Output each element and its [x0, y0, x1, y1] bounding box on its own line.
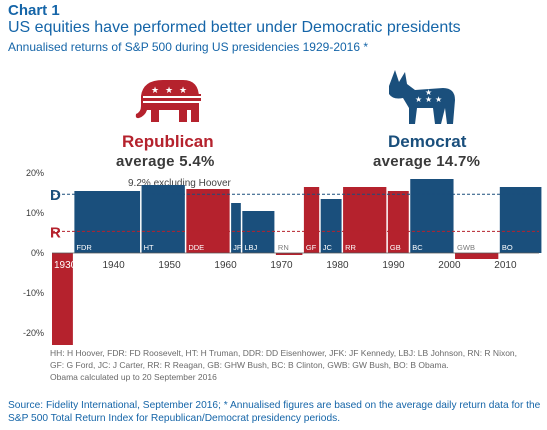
chart-subtitle: Annualised returns of S&P 500 during US …	[8, 40, 369, 54]
bar-label-jfk: JFK	[233, 243, 246, 252]
svg-text:★: ★	[151, 86, 159, 96]
source-note: Source: Fidelity International, Septembe…	[8, 400, 541, 424]
chart-title: US equities have performed better under …	[8, 19, 461, 36]
y-tick-label: 10%	[26, 208, 44, 218]
y-tick-label: -10%	[23, 288, 44, 298]
bar-ht	[141, 185, 185, 253]
x-tick-label-start: 1930	[54, 260, 77, 271]
svg-text:★: ★	[165, 86, 173, 96]
svg-text:★: ★	[435, 95, 442, 104]
bar-dde	[186, 189, 230, 253]
bar-gwb	[455, 253, 499, 259]
x-tick-label: 2000	[438, 260, 461, 271]
bar-label-rr: RR	[345, 243, 356, 252]
republican-name: Republican	[122, 132, 214, 151]
y-tick-label: 0%	[31, 248, 44, 258]
bar-bc	[410, 179, 454, 253]
x-tick-label: 1950	[158, 260, 181, 271]
republican-average: average 5.4%	[116, 153, 215, 170]
x-tick-label: 1980	[326, 260, 349, 271]
chart-label: Chart 1	[8, 2, 60, 19]
bar-hh	[52, 253, 73, 345]
svg-text:★: ★	[425, 95, 432, 104]
svg-text:★: ★	[179, 86, 187, 96]
bar-label-lbj: LBJ	[244, 243, 257, 252]
bar-gb	[387, 191, 409, 253]
bar-label-bo: BO	[502, 243, 513, 252]
democrat-average: average 14.7%	[373, 153, 481, 170]
legend-note: Obama calculated up to 20 September 2016	[50, 372, 217, 382]
bar-bo	[499, 187, 542, 253]
bar-lbj	[242, 211, 275, 253]
x-tick-label: 1970	[270, 260, 293, 271]
bar-rn	[275, 253, 303, 255]
bar-jc	[320, 199, 342, 253]
bar-gf	[303, 187, 320, 253]
bar-jfk	[231, 203, 241, 253]
bar-rr	[343, 187, 387, 253]
bar-fdr	[74, 191, 141, 253]
bar-label-rn: RN	[278, 243, 289, 252]
y-tick-label: 20%	[26, 168, 44, 178]
x-tick-label: 1960	[214, 260, 237, 271]
bar-label-jc: JC	[323, 243, 333, 252]
donkey-icon: ★ ★ ★ ★	[389, 70, 455, 124]
bar-label-gf: GF	[306, 243, 317, 252]
reference-label-d: D	[50, 187, 61, 204]
bar-label-gwb: GWB	[457, 243, 475, 252]
x-tick-label: 1990	[382, 260, 405, 271]
x-tick-label: 2010	[494, 260, 517, 271]
bar-label-fdr: FDR	[76, 243, 92, 252]
legend-abbreviations: HH: H Hoover, FDR: FD Roosevelt, HT: H T…	[50, 348, 518, 370]
x-tick-label: 1940	[102, 260, 125, 271]
returns-chart: HHFDRHTDDEJFKLBJRNGFJCRRGBBCGWBBODR20%10…	[23, 168, 542, 345]
bar-label-bc: BC	[412, 243, 423, 252]
republican-note: 9.2% excluding Hoover	[128, 178, 231, 189]
svg-text:★: ★	[415, 95, 422, 104]
bar-label-gb: GB	[390, 243, 401, 252]
svg-text:★: ★	[425, 88, 432, 97]
bar-label-ht: HT	[144, 243, 154, 252]
democrat-name: Democrat	[388, 132, 467, 151]
reference-label-r: R	[50, 224, 61, 241]
bar-label-dde: DDE	[188, 243, 204, 252]
y-tick-label: -20%	[23, 328, 44, 338]
elephant-icon: ★ ★ ★	[135, 80, 201, 122]
